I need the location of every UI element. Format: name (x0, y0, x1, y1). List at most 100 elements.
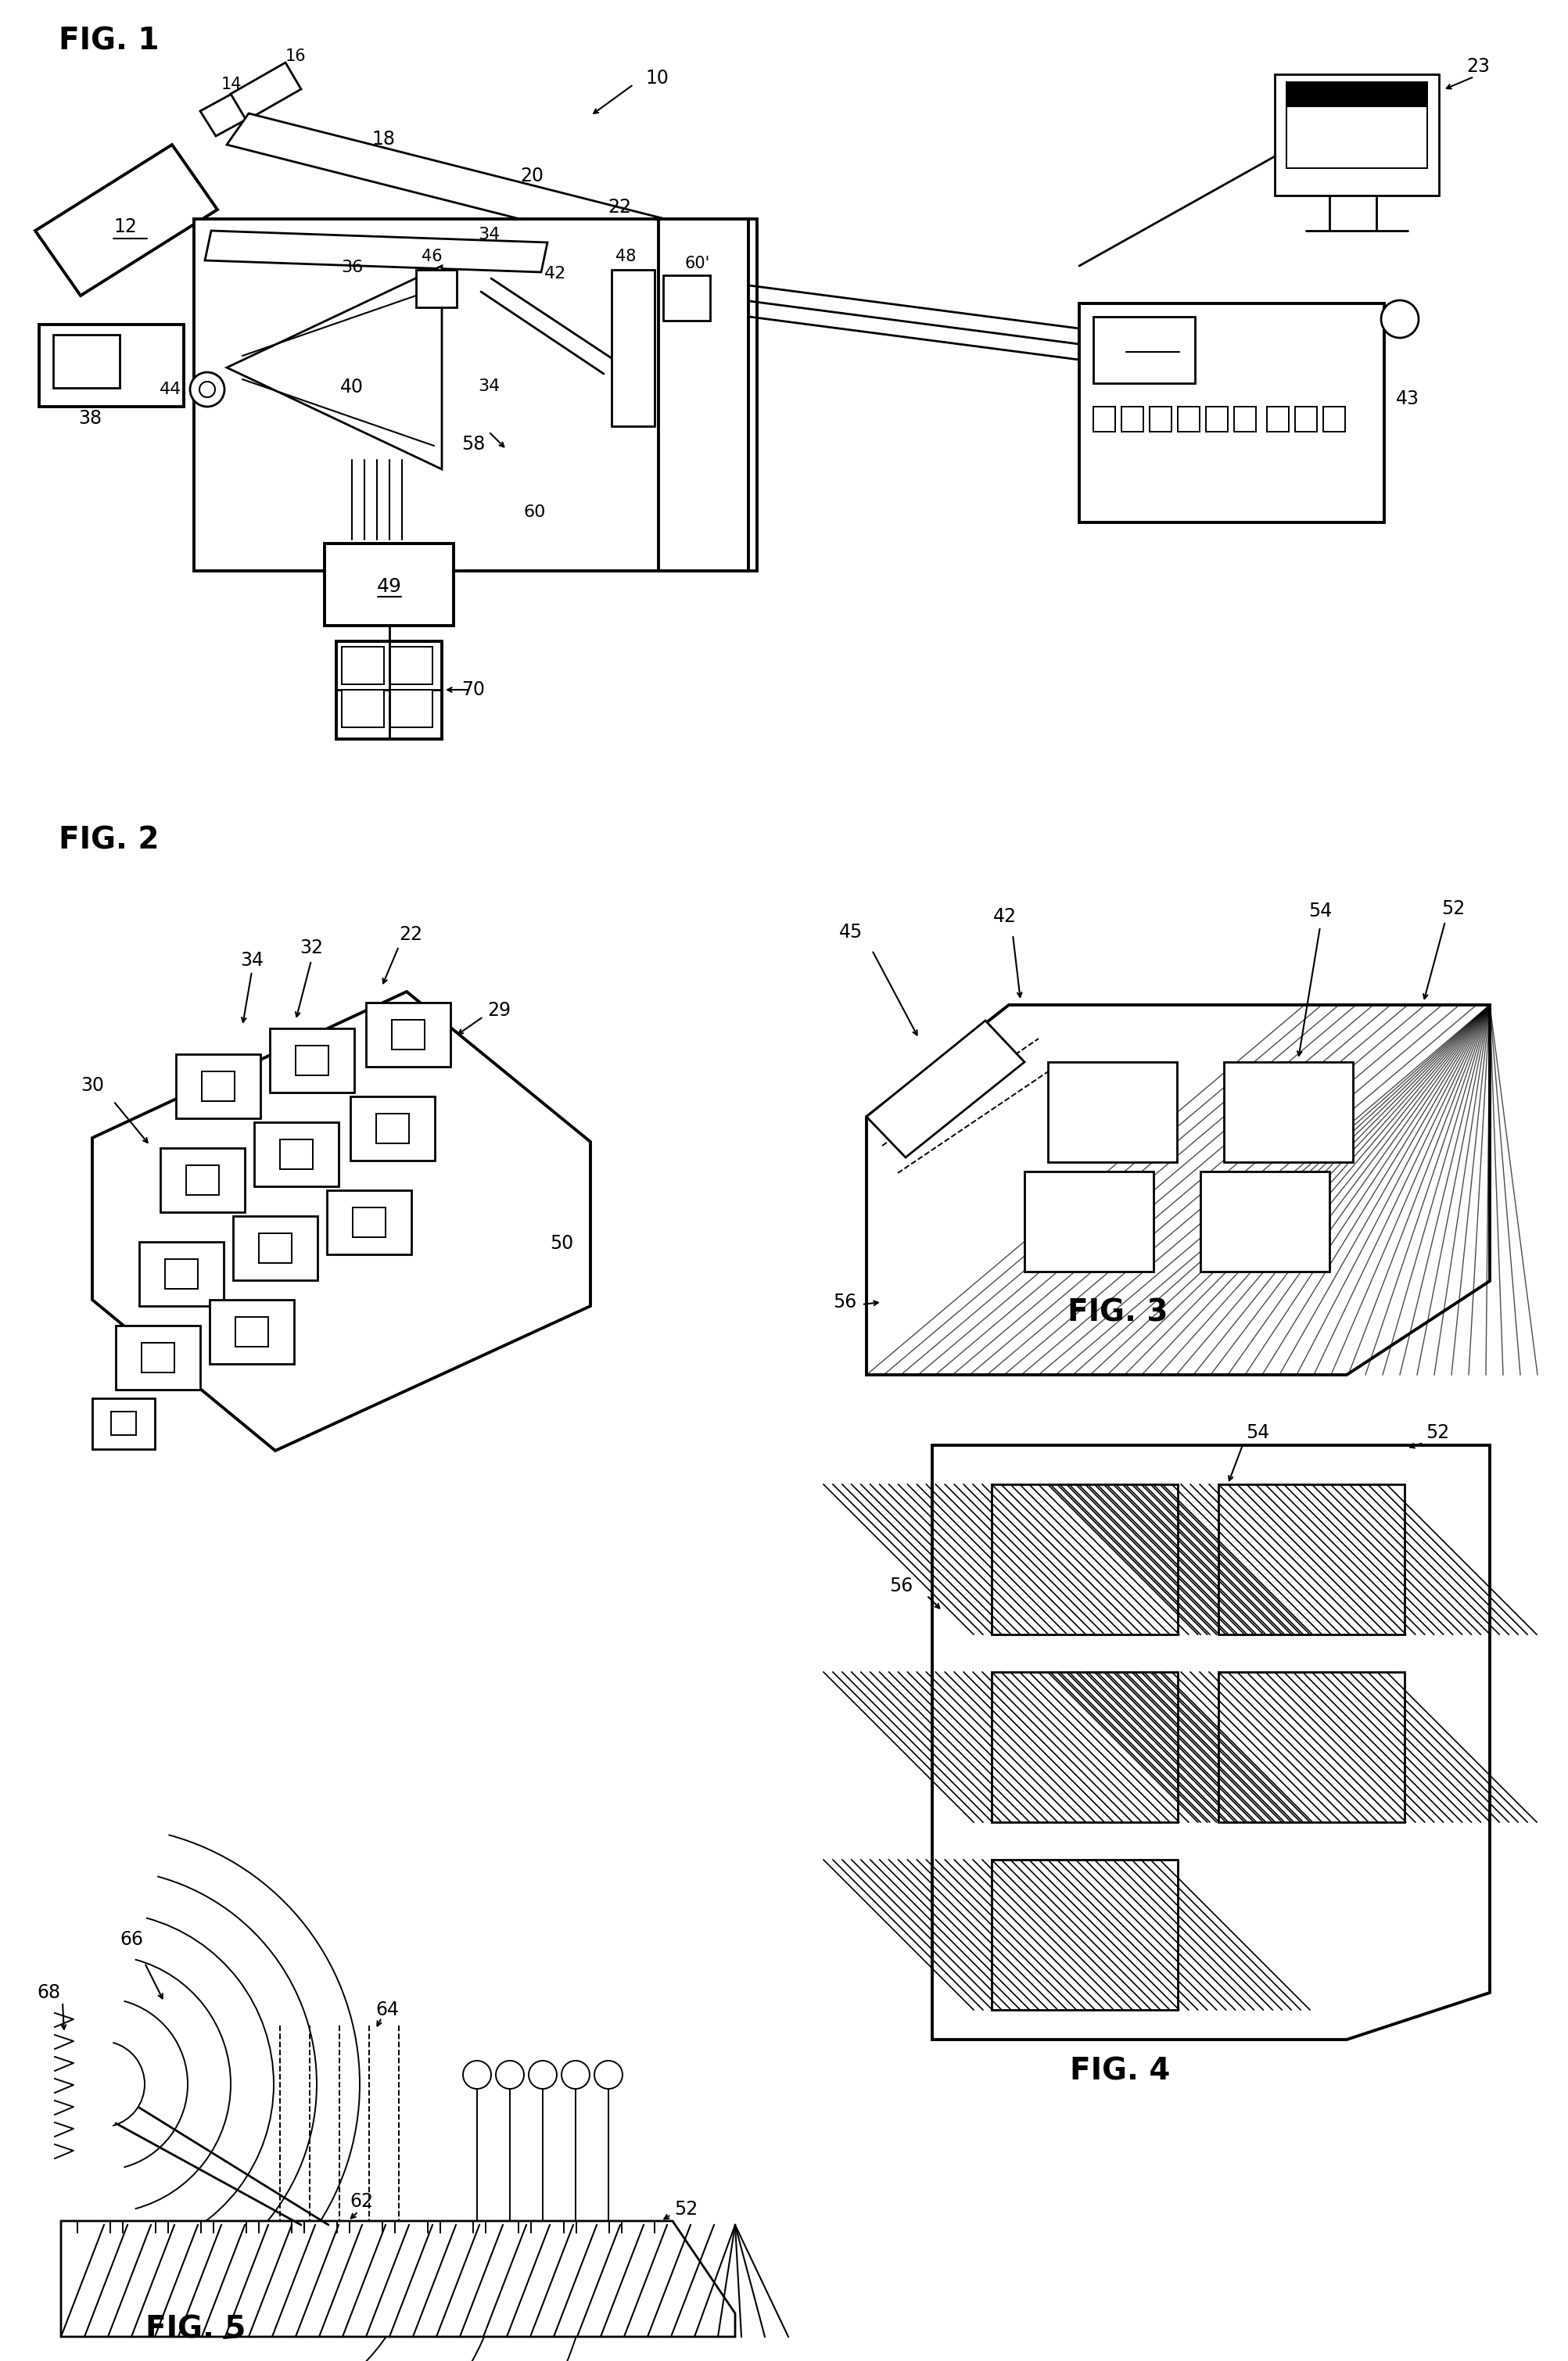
Polygon shape (230, 61, 301, 120)
Circle shape (594, 2061, 622, 2089)
Text: 22: 22 (607, 198, 630, 217)
Bar (176, 1055, 260, 1119)
Bar (1286, 83, 1427, 106)
Circle shape (1380, 300, 1417, 338)
Bar (1295, 406, 1316, 432)
Text: 64: 64 (375, 2000, 398, 2019)
Bar (1322, 406, 1344, 432)
Text: 16: 16 (285, 50, 306, 64)
Text: 52: 52 (1441, 900, 1465, 918)
Bar (279, 1140, 312, 1169)
Text: 54: 54 (1308, 902, 1331, 921)
Bar (140, 1242, 224, 1306)
Bar (53, 335, 119, 387)
Text: 45: 45 (839, 923, 862, 942)
Text: 20: 20 (521, 168, 543, 187)
Text: FIG. 3: FIG. 3 (1066, 1299, 1168, 1327)
Bar (259, 1232, 292, 1263)
Bar (202, 1072, 235, 1100)
Text: 54: 54 (1245, 1424, 1269, 1443)
Bar (93, 1398, 155, 1450)
Polygon shape (205, 231, 547, 272)
Text: 40: 40 (340, 378, 364, 397)
Bar (1223, 1062, 1352, 1162)
Text: 49: 49 (376, 576, 401, 595)
Polygon shape (227, 267, 442, 470)
Text: 38: 38 (78, 408, 102, 427)
Bar (336, 642, 442, 739)
Text: 42: 42 (544, 267, 566, 281)
Text: FIG. 5: FIG. 5 (146, 2314, 246, 2344)
Circle shape (463, 2061, 491, 2089)
Bar (663, 276, 710, 321)
Text: 56: 56 (833, 1294, 856, 1310)
Bar (325, 543, 453, 626)
Bar (376, 1114, 409, 1143)
Bar (1206, 406, 1228, 432)
Bar (254, 1121, 339, 1185)
Bar (187, 1166, 220, 1195)
Bar (1047, 1062, 1176, 1162)
Bar (194, 220, 757, 571)
Bar (234, 1216, 317, 1280)
Polygon shape (866, 1020, 1024, 1157)
Polygon shape (227, 113, 696, 257)
Bar (1093, 316, 1195, 382)
Text: FIG. 2: FIG. 2 (58, 826, 158, 855)
Bar (1267, 406, 1289, 432)
Polygon shape (34, 144, 218, 295)
Circle shape (199, 382, 215, 397)
Bar (1275, 73, 1438, 196)
Circle shape (561, 2061, 590, 2089)
Bar (342, 689, 384, 727)
Polygon shape (866, 1006, 1490, 1374)
Text: 52: 52 (674, 2200, 698, 2219)
Bar (1218, 1485, 1403, 1634)
Text: 62: 62 (350, 2191, 373, 2210)
Bar (350, 1096, 434, 1162)
Bar (141, 1343, 174, 1372)
Circle shape (528, 2061, 557, 2089)
Text: 18: 18 (372, 130, 395, 149)
Text: 29: 29 (488, 1001, 511, 1020)
Text: 34: 34 (478, 227, 500, 243)
Text: 10: 10 (644, 68, 668, 87)
Circle shape (495, 2061, 524, 2089)
Text: 58: 58 (461, 434, 485, 453)
Bar (1121, 406, 1143, 432)
Text: 42: 42 (993, 907, 1016, 926)
Bar (991, 1485, 1178, 1634)
Text: 52: 52 (1425, 1424, 1449, 1443)
Bar (116, 1325, 201, 1391)
Bar (270, 1029, 354, 1093)
Text: 32: 32 (299, 937, 323, 956)
Circle shape (190, 373, 224, 406)
Bar (991, 1860, 1178, 2009)
Text: 34: 34 (240, 951, 263, 970)
Text: 22: 22 (398, 926, 422, 944)
Text: 56: 56 (889, 1577, 913, 1596)
Bar (295, 1046, 328, 1074)
Text: 70: 70 (461, 680, 485, 699)
Bar (390, 689, 433, 727)
Bar (416, 269, 456, 307)
Text: 48: 48 (615, 248, 635, 264)
Bar (165, 1258, 198, 1289)
Bar (1178, 406, 1200, 432)
Text: 14: 14 (221, 76, 241, 92)
Polygon shape (866, 1006, 1490, 1374)
Text: 60': 60' (685, 255, 710, 272)
Bar (1218, 1672, 1403, 1823)
Polygon shape (201, 92, 251, 137)
Text: 12: 12 (113, 217, 136, 236)
Bar (991, 1672, 1178, 1823)
Bar (1093, 406, 1115, 432)
Text: 30: 30 (80, 1077, 103, 1096)
Text: 23: 23 (1466, 57, 1490, 76)
Text: 68: 68 (36, 1983, 60, 2002)
Bar (365, 1003, 450, 1067)
Text: FIG. 1: FIG. 1 (58, 26, 158, 57)
Bar (390, 647, 433, 685)
Bar (326, 1190, 411, 1254)
Bar (612, 269, 654, 427)
